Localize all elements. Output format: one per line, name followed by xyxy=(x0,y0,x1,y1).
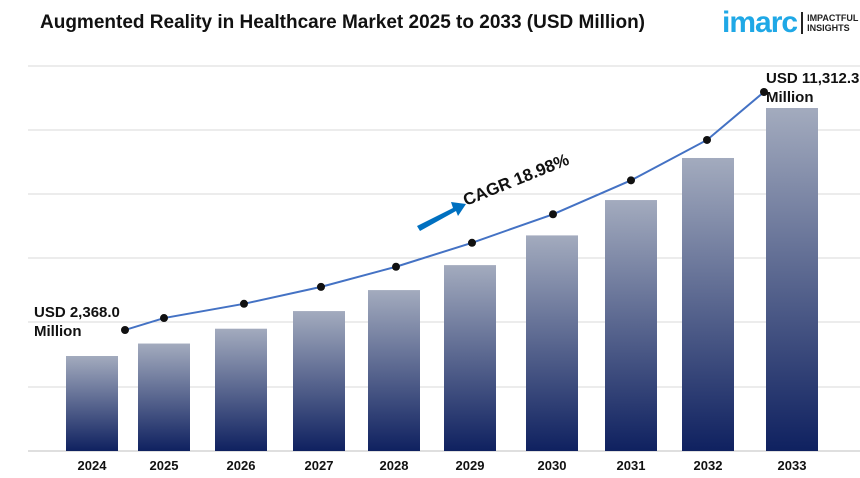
bar-2033 xyxy=(766,108,818,451)
bar-2031 xyxy=(605,200,657,451)
logo-divider xyxy=(801,12,804,34)
cagr-arrow-icon xyxy=(417,202,466,231)
trend-point xyxy=(240,299,248,308)
bar-2024 xyxy=(66,356,118,451)
x-tick-label: 2027 xyxy=(305,458,334,473)
x-tick-label: 2026 xyxy=(227,458,256,473)
bar-2025 xyxy=(138,343,190,451)
trend-point xyxy=(703,135,711,144)
x-tick-label: 2032 xyxy=(694,458,723,473)
bar-2029 xyxy=(444,265,496,451)
bar-2027 xyxy=(293,311,345,451)
logo-tagline-2: INSIGHTS xyxy=(807,23,850,33)
bar-2028 xyxy=(368,290,420,451)
bar-2030 xyxy=(526,235,578,451)
x-tick-label: 2029 xyxy=(456,458,485,473)
chart-title: Augmented Reality in Healthcare Market 2… xyxy=(40,12,646,33)
imarc-logo: imarc IMPACTFUL INSIGHTS xyxy=(722,6,858,40)
x-tick-label: 2028 xyxy=(380,458,409,473)
trend-point xyxy=(121,326,129,334)
x-tick-label: 2030 xyxy=(538,458,567,473)
x-tick-label: 2031 xyxy=(617,458,646,473)
trend-point xyxy=(549,210,557,219)
logo-tagline: IMPACTFUL INSIGHTS xyxy=(807,13,858,33)
cagr-label: CAGR 18.98% xyxy=(460,150,571,210)
logo-tagline-1: IMPACTFUL xyxy=(807,13,859,23)
x-tick-label: 2025 xyxy=(150,458,179,473)
end-annotation: USD 11,312.3 Million xyxy=(766,70,860,106)
x-tick-label: 2033 xyxy=(778,458,807,473)
x-tick-label: 2024 xyxy=(78,458,108,473)
bar-2032 xyxy=(682,157,734,451)
trend-point xyxy=(392,262,400,271)
trend-point xyxy=(317,282,325,291)
trend-point xyxy=(627,176,635,185)
trend-point xyxy=(160,314,168,323)
trend-point xyxy=(468,238,476,247)
bar-2026 xyxy=(215,328,267,451)
trend-point xyxy=(760,88,768,96)
logo-word: imarc xyxy=(722,6,798,39)
trend-line xyxy=(124,91,765,331)
start-annotation: USD 2,368.0 Million xyxy=(34,304,120,340)
